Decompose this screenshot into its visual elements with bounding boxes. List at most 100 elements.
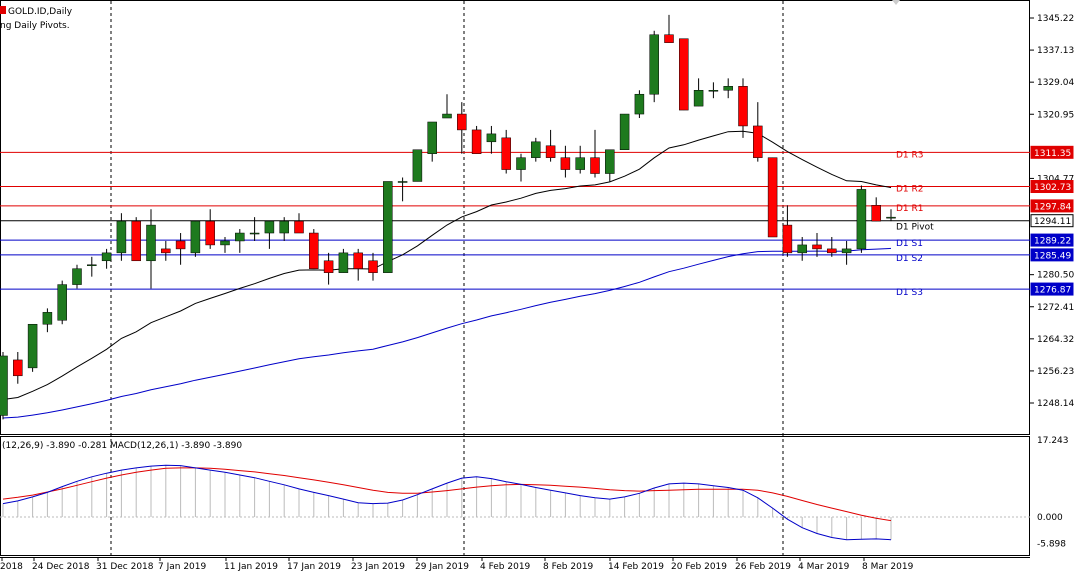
candle-body-3: [42, 312, 53, 325]
y-tick-7: 1264.32: [1037, 335, 1074, 345]
candle-body-35: [516, 157, 526, 170]
candle-body-56: [827, 248, 837, 254]
pivot-lines: D1 R3 D1 R2 D1 R1 D1 Pivot D1 S1 D1 S2 D1 S3: [0, 150, 1030, 298]
pivot-name-3: D1 Pivot: [896, 223, 934, 233]
candle-body-20: [294, 220, 304, 234]
pivot-tag-bg-6: [1030, 282, 1074, 296]
pivot-tag-bg-3: [1030, 214, 1074, 228]
candle-body-54: [797, 244, 807, 254]
candle-body-27: [397, 181, 408, 183]
y-tick-3: 1320.95: [1037, 110, 1074, 120]
candle-body-25: [368, 260, 378, 273]
candle-body-23: [338, 252, 349, 273]
candle-body-33: [486, 133, 497, 143]
x-tick-2: 31 Dec 2018: [96, 562, 154, 572]
x-tick-11: 20 Feb 2019: [671, 562, 727, 572]
candle-body-18: [264, 220, 275, 234]
price-axis: 1345.22 1337.13 1329.04 1320.95 1304.77 1280.…: [1030, 14, 1074, 409]
pivot-tag-bg-1: [1030, 180, 1074, 194]
pivot-name-4: D1 S1: [896, 239, 923, 249]
macd-lines: [2, 464, 892, 541]
candle-body-60: [886, 216, 896, 219]
indicator-label: ng Daily Pivots.: [0, 21, 70, 31]
candle-body-48: [708, 90, 719, 92]
candle-body-11: [161, 248, 171, 254]
x-tick-12: 26 Feb 2019: [735, 562, 791, 572]
candle-body-34: [501, 137, 511, 170]
pivot-tag-1: 1302.73: [1034, 183, 1071, 193]
candle-body-47: [693, 90, 704, 107]
candle-body-50: [738, 86, 748, 127]
candles: [0, 14, 896, 420]
candle-body-45: [664, 34, 674, 43]
candle-body-16: [235, 232, 245, 242]
candle-body-14: [205, 220, 215, 246]
x-tick-4: 11 Jan 2019: [224, 562, 278, 572]
candle-body-38: [560, 157, 571, 170]
macd-tick-1: 0.000: [1037, 513, 1063, 523]
x-tick-9: 8 Feb 2019: [543, 562, 594, 572]
candle-body-31: [457, 113, 467, 131]
time-axis: 2018 24 Dec 2018 31 Dec 2018 7 Jan 2019 11 J…: [0, 557, 914, 572]
candle-body-28: [412, 149, 423, 182]
pivot-tag-bg-5: [1030, 248, 1074, 262]
symbol-color-marker: [0, 6, 6, 14]
candle-body-5: [72, 268, 82, 285]
candle-body-49: [723, 86, 733, 91]
x-tick-8: 4 Feb 2019: [480, 562, 531, 572]
candle-body-21: [309, 232, 319, 269]
pivot-name-6: D1 S3: [896, 288, 923, 298]
candle-body-4: [57, 284, 67, 321]
pivot-name-2: D1 R1: [896, 204, 924, 214]
x-tick-14: 8 Mar 2019: [862, 562, 914, 572]
candle-body-53: [782, 224, 793, 254]
pivot-name-5: D1 S2: [896, 254, 923, 264]
x-tick-6: 23 Jan 2019: [351, 562, 405, 572]
candle-body-17: [249, 232, 260, 235]
macd-tick-2: -5.898: [1037, 539, 1066, 549]
x-tick-7: 29 Jan 2019: [415, 562, 469, 572]
macd-histogram: [0, 465, 1030, 540]
candle-body-58: [856, 189, 867, 250]
x-tick-0: 2018: [0, 562, 23, 572]
candle-body-24: [353, 252, 363, 269]
candle-body-51: [753, 125, 763, 158]
candle-body-10: [146, 224, 156, 262]
candle-body-59: [871, 205, 881, 222]
macd-main-line: [2, 464, 892, 541]
candle-body-12: [175, 240, 186, 250]
period-separators: [110, 1, 784, 557]
y-tick-0: 1345.22: [1037, 14, 1074, 24]
macd-tick-0: 17.243: [1037, 436, 1069, 446]
candle-body-26: [383, 181, 393, 273]
pivot-tag-bg-4: [1030, 233, 1074, 247]
pivot-tag-bg-0: [1030, 145, 1074, 159]
ma-fast-line: [2, 130, 892, 400]
candle-body-19: [279, 220, 289, 234]
y-tick-5: 1280.50: [1037, 271, 1074, 281]
macd-label: (12,26,9) -3.890 -0.281 MACD(12,26,1) -3…: [2, 441, 242, 451]
candle-body-30: [442, 113, 452, 119]
candle-body-2: [27, 323, 38, 369]
chart-title: GOLD.ID,Daily: [8, 7, 73, 17]
candle-body-41: [605, 149, 615, 174]
y-tick-2: 1329.04: [1037, 78, 1074, 88]
candle-body-15: [220, 240, 230, 246]
scroll-marker-icon[interactable]: [892, 0, 900, 5]
x-tick-10: 14 Feb 2019: [608, 562, 664, 572]
candle-body-29: [427, 121, 437, 154]
candle-body-9: [131, 220, 141, 262]
candle-body-40: [590, 157, 600, 174]
candle-body-57: [841, 248, 852, 254]
candle-body-46: [679, 38, 689, 111]
candle-body-55: [812, 244, 822, 250]
pivot-tag-5: 1285.49: [1034, 251, 1071, 261]
candle-body-43: [634, 93, 645, 115]
candle-body-32: [471, 129, 482, 154]
pivot-tag-4: 1289.22: [1034, 237, 1071, 247]
pivot-tag-6: 1276.87: [1034, 286, 1071, 296]
candle-body-39: [575, 157, 585, 170]
y-tick-8: 1256.23: [1037, 367, 1074, 377]
y-tick-9: 1248.14: [1037, 399, 1074, 409]
